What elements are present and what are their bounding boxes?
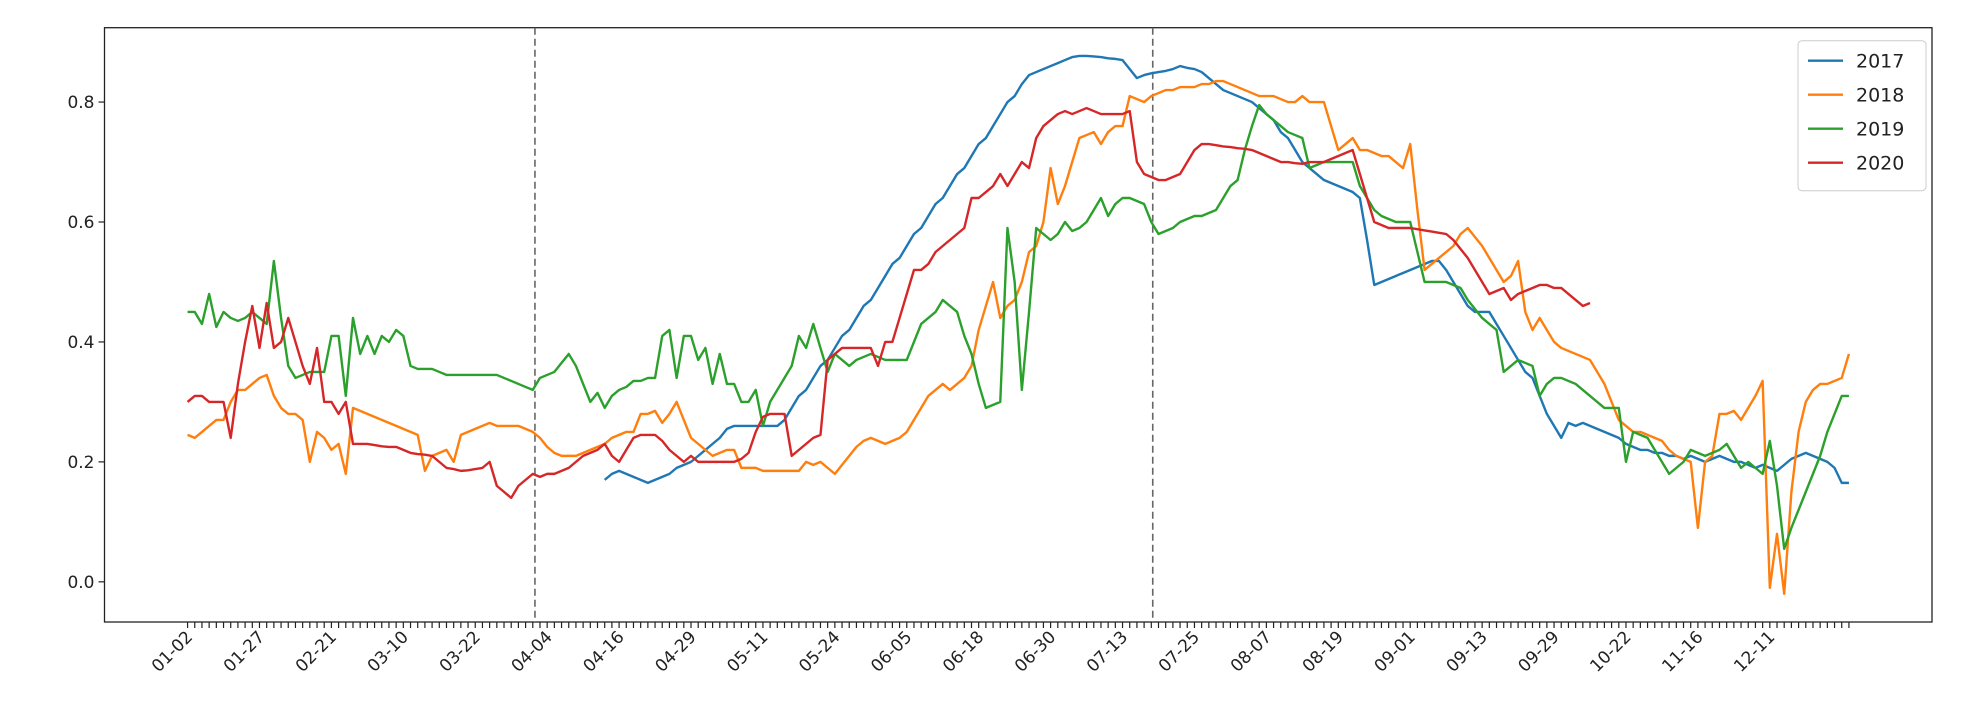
x-tick-label: 06-18 [939, 627, 988, 676]
y-tick-label: 0.2 [67, 453, 94, 473]
x-tick-label: 07-25 [1155, 627, 1204, 676]
plot-frame [103, 27, 1933, 623]
x-tick-label: 03-22 [436, 627, 485, 676]
x-tick-label: 12-11 [1730, 627, 1779, 676]
y-tick-label: 0.0 [67, 573, 94, 593]
x-tick-label: 09-01 [1371, 627, 1420, 676]
legend-label: 2020 [1856, 153, 1904, 175]
x-tick-label: 03-10 [364, 627, 413, 676]
series-line [603, 54, 1849, 485]
y-tick-label: 0.6 [67, 213, 94, 233]
legend-label: 2018 [1856, 85, 1904, 107]
x-tick-label: 05-11 [723, 627, 772, 676]
series-line [187, 103, 1849, 551]
x-tick-label: 04-16 [580, 627, 629, 676]
series-line [187, 79, 1851, 596]
series-line [186, 106, 1591, 500]
legend-label: 2019 [1856, 119, 1904, 141]
x-tick-label: 11-16 [1658, 627, 1707, 676]
x-tick-label: 04-29 [651, 627, 700, 676]
x-tick-label: 09-29 [1515, 627, 1564, 676]
x-tick-label: 08-07 [1227, 627, 1276, 676]
x-tick-label: 07-13 [1083, 627, 1132, 676]
x-tick-label: 01-02 [148, 627, 197, 676]
x-tick-label: 06-05 [867, 627, 916, 676]
legend-label: 2017 [1856, 51, 1904, 73]
x-tick-label: 09-13 [1443, 627, 1492, 676]
y-tick-label: 0.8 [67, 93, 94, 113]
x-tick-label: 02-21 [292, 627, 341, 676]
legend-box [1797, 40, 1927, 192]
x-tick-label: 04-04 [508, 627, 557, 676]
y-tick-label: 0.4 [67, 333, 94, 353]
x-tick-label: 08-19 [1299, 627, 1348, 676]
x-tick-label: 10-22 [1586, 627, 1635, 676]
x-tick-label: 01-27 [220, 627, 269, 676]
x-tick-label: 05-24 [795, 627, 844, 676]
x-tick-label: 06-30 [1011, 627, 1060, 676]
